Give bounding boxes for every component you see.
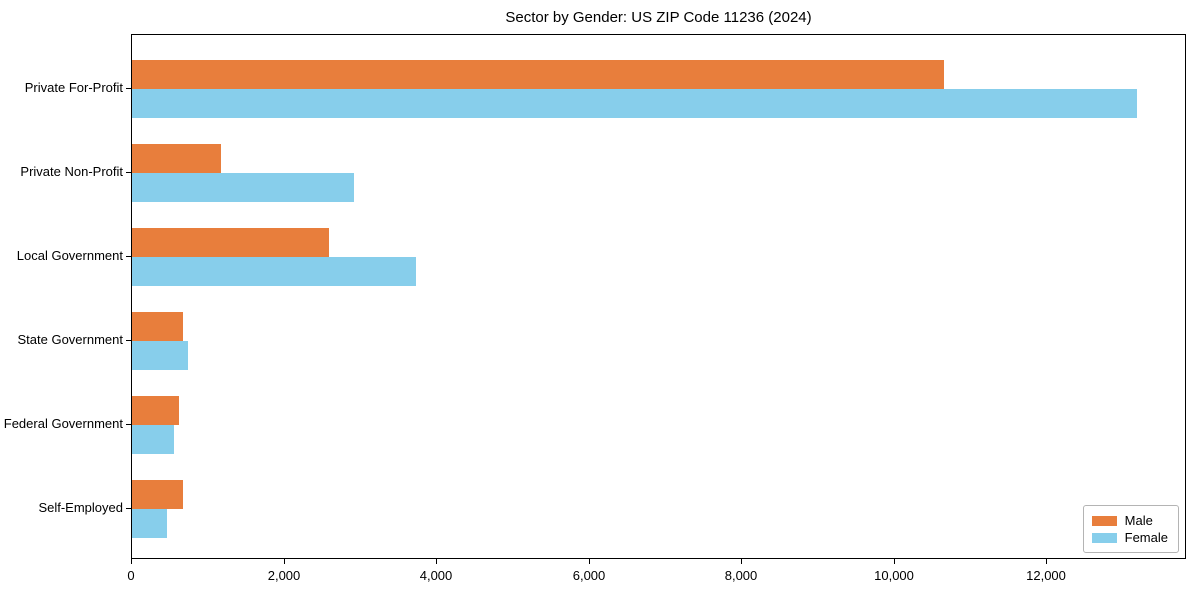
ytick-label-state-government: State Government bbox=[17, 332, 124, 347]
bar-male-private-for-profit bbox=[132, 60, 944, 89]
xtick-label-8000: 8,000 bbox=[724, 568, 758, 583]
xtick-mark bbox=[1046, 559, 1047, 564]
ytick-mark bbox=[126, 172, 131, 173]
bar-female-private-for-profit bbox=[132, 89, 1137, 118]
xtick-mark bbox=[284, 559, 285, 564]
ytick-mark bbox=[126, 424, 131, 425]
ytick-label-private-for-profit: Private For-Profit bbox=[24, 80, 123, 95]
bar-female-local-government bbox=[132, 257, 416, 286]
legend-entry-female: Female bbox=[1091, 529, 1168, 546]
ytick-label-federal-government: Federal Government bbox=[3, 416, 123, 431]
legend: Male Female bbox=[1082, 505, 1179, 553]
bar-female-self-employed bbox=[132, 509, 167, 538]
bar-female-federal-government bbox=[132, 425, 174, 454]
bar-male-self-employed bbox=[132, 480, 183, 509]
legend-label-female: Female bbox=[1124, 530, 1168, 545]
legend-label-male: Male bbox=[1124, 513, 1153, 528]
ytick-label-private-non-profit: Private Non-Profit bbox=[20, 164, 123, 179]
female-swatch-icon bbox=[1091, 532, 1117, 543]
chart-title: Sector by Gender: US ZIP Code 11236 (202… bbox=[505, 9, 812, 26]
ytick-mark bbox=[126, 340, 131, 341]
xtick-mark bbox=[589, 559, 590, 564]
bar-male-state-government bbox=[132, 312, 183, 341]
ytick-mark bbox=[126, 508, 131, 509]
ytick-label-local-government: Local Government bbox=[16, 248, 123, 263]
xtick-mark bbox=[436, 559, 437, 564]
xtick-label-0: 0 bbox=[127, 568, 135, 583]
bar-male-federal-government bbox=[132, 396, 179, 425]
xtick-label-10000: 10,000 bbox=[874, 568, 914, 583]
ytick-label-self-employed: Self-Employed bbox=[38, 500, 123, 515]
xtick-label-12000: 12,000 bbox=[1026, 568, 1066, 583]
bar-male-local-government bbox=[132, 228, 329, 257]
legend-entry-male: Male bbox=[1091, 512, 1168, 529]
xtick-mark bbox=[894, 559, 895, 564]
ytick-mark bbox=[126, 256, 131, 257]
bar-female-private-non-profit bbox=[132, 173, 354, 202]
bar-female-state-government bbox=[132, 341, 188, 370]
male-swatch-icon bbox=[1091, 515, 1117, 526]
xtick-label-4000: 4,000 bbox=[419, 568, 453, 583]
bar-male-private-non-profit bbox=[132, 144, 221, 173]
xtick-label-6000: 6,000 bbox=[572, 568, 606, 583]
ytick-mark bbox=[126, 88, 131, 89]
xtick-mark bbox=[741, 559, 742, 564]
plot-area: Male Female bbox=[131, 34, 1186, 559]
xtick-mark bbox=[131, 559, 132, 564]
xtick-label-2000: 2,000 bbox=[267, 568, 301, 583]
